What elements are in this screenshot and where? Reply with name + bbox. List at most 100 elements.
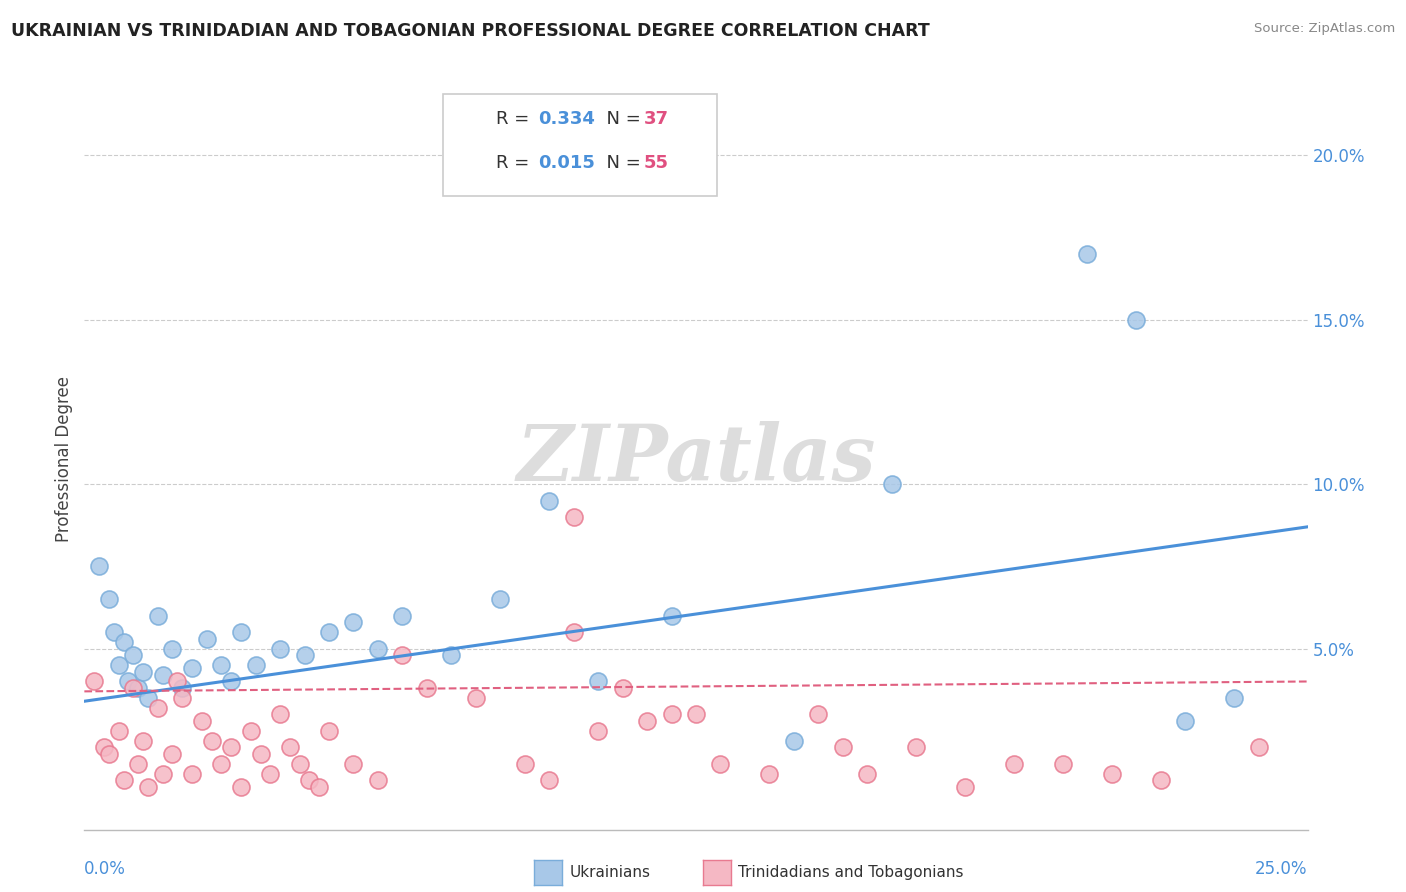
Point	[538, 773, 561, 788]
Point	[416, 681, 439, 695]
Point	[229, 625, 252, 640]
Y-axis label: Professional Degree: Professional Degree	[55, 376, 73, 542]
Point	[122, 648, 145, 662]
Point	[586, 723, 609, 738]
Point	[112, 635, 135, 649]
Point	[259, 766, 281, 780]
Point	[562, 625, 585, 640]
Point	[136, 690, 159, 705]
Point	[783, 733, 806, 747]
Point	[195, 632, 218, 646]
Point	[342, 615, 364, 630]
Text: UKRAINIAN VS TRINIDADIAN AND TOBAGONIAN PROFESSIONAL DEGREE CORRELATION CHART: UKRAINIAN VS TRINIDADIAN AND TOBAGONIAN …	[11, 22, 929, 40]
Point	[1174, 714, 1197, 728]
Point	[953, 780, 976, 794]
Point	[1101, 766, 1123, 780]
Point	[107, 658, 129, 673]
Point	[136, 780, 159, 794]
Point	[856, 766, 879, 780]
Point	[318, 723, 340, 738]
Point	[298, 773, 321, 788]
Point	[288, 756, 311, 771]
Point	[146, 608, 169, 623]
Text: Source: ZipAtlas.com: Source: ZipAtlas.com	[1254, 22, 1395, 36]
Point	[162, 747, 184, 761]
Text: Trinidadians and Tobagonians: Trinidadians and Tobagonians	[738, 865, 963, 880]
Point	[278, 740, 301, 755]
Point	[709, 756, 731, 771]
Point	[308, 780, 330, 794]
Point	[1150, 773, 1173, 788]
Point	[239, 723, 262, 738]
Point	[294, 648, 316, 662]
Point	[172, 681, 194, 695]
Point	[489, 592, 512, 607]
Point	[880, 477, 903, 491]
Point	[87, 559, 110, 574]
Point	[146, 701, 169, 715]
Point	[127, 756, 149, 771]
Point	[1052, 756, 1074, 771]
Point	[538, 493, 561, 508]
Point	[1076, 246, 1098, 260]
Point	[172, 690, 194, 705]
Point	[103, 625, 125, 640]
Text: Ukrainians: Ukrainians	[569, 865, 651, 880]
Point	[831, 740, 853, 755]
Text: ZIPatlas: ZIPatlas	[516, 421, 876, 498]
Point	[181, 661, 204, 675]
Point	[1247, 740, 1270, 755]
Point	[685, 707, 707, 722]
Text: 0.015: 0.015	[538, 154, 595, 172]
Point	[107, 723, 129, 738]
Point	[612, 681, 634, 695]
Point	[209, 756, 232, 771]
Text: 0.334: 0.334	[538, 110, 595, 128]
Point	[219, 740, 242, 755]
Point	[152, 766, 174, 780]
Point	[367, 773, 389, 788]
Point	[249, 747, 271, 761]
Point	[636, 714, 658, 728]
Point	[1223, 690, 1246, 705]
Point	[391, 608, 413, 623]
Point	[661, 707, 683, 722]
Point	[97, 592, 120, 607]
Point	[97, 747, 120, 761]
Point	[132, 733, 155, 747]
Point	[229, 780, 252, 794]
Point	[209, 658, 232, 673]
Text: 55: 55	[644, 154, 669, 172]
Point	[191, 714, 214, 728]
Point	[1125, 312, 1147, 326]
Point	[905, 740, 928, 755]
Point	[162, 641, 184, 656]
Point	[562, 510, 585, 524]
Text: 25.0%: 25.0%	[1256, 860, 1308, 878]
Point	[122, 681, 145, 695]
Text: R =: R =	[496, 154, 536, 172]
Point	[440, 648, 463, 662]
Point	[127, 681, 149, 695]
Point	[132, 665, 155, 679]
Text: R =: R =	[496, 110, 536, 128]
Point	[93, 740, 115, 755]
Text: 37: 37	[644, 110, 669, 128]
Point	[464, 690, 486, 705]
Point	[269, 641, 291, 656]
Point	[269, 707, 291, 722]
Point	[342, 756, 364, 771]
Point	[152, 668, 174, 682]
Point	[83, 674, 105, 689]
Point	[181, 766, 204, 780]
Text: N =: N =	[595, 110, 647, 128]
Text: N =: N =	[595, 154, 647, 172]
Point	[318, 625, 340, 640]
Point	[166, 674, 188, 689]
Point	[245, 658, 267, 673]
Point	[200, 733, 222, 747]
Text: 0.0%: 0.0%	[84, 860, 127, 878]
Point	[219, 674, 242, 689]
Point	[513, 756, 536, 771]
Point	[661, 608, 683, 623]
